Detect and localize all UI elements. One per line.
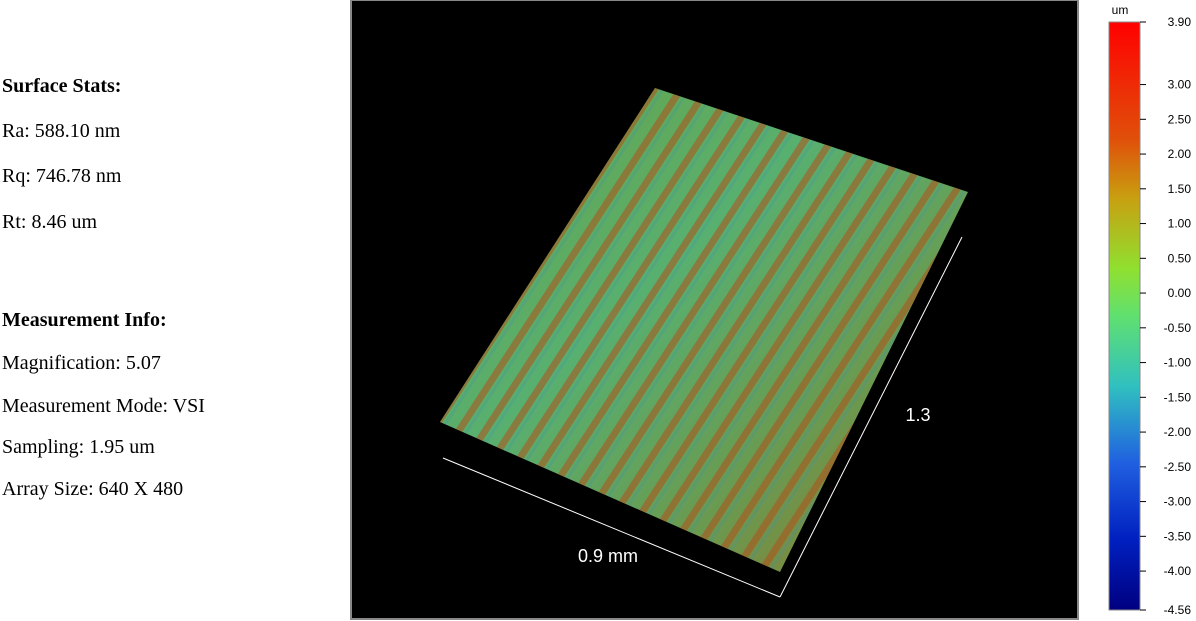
- colorbar-tick-label: -1.00: [1164, 356, 1192, 370]
- colorbar-tick-label: -2.50: [1164, 460, 1192, 474]
- colorbar-tick-label: -3.00: [1164, 495, 1192, 509]
- y-axis-label: 1.3: [905, 405, 930, 425]
- surface-ridges: [440, 88, 968, 572]
- colorbar-tick-label: 3.90: [1168, 15, 1192, 29]
- colorbar-tick-label: -4.56: [1164, 603, 1192, 617]
- info-line: Sampling: 1.95 um: [2, 436, 155, 458]
- colorbar-tick-label: -3.50: [1164, 529, 1192, 543]
- info-line: Magnification: 5.07: [2, 352, 161, 374]
- section-title: Measurement Info:: [2, 309, 167, 331]
- colorbar-tick-label: -2.00: [1164, 425, 1192, 439]
- x-axis-label: 0.9 mm: [578, 546, 638, 566]
- section-title: Surface Stats:: [2, 75, 122, 97]
- colorbar-tick-label: -1.50: [1164, 390, 1192, 404]
- x-axis: [442, 457, 781, 598]
- colorbar-tick-label: 1.00: [1168, 217, 1192, 231]
- info-line: Rt: 8.46 um: [2, 211, 98, 233]
- info-line: Measurement Mode: VSI: [2, 395, 205, 417]
- colorbar-tick-label: 0.50: [1168, 251, 1192, 265]
- info-line: Rq: 746.78 nm: [2, 165, 122, 187]
- colorbar-tick-label: 1.50: [1168, 182, 1192, 196]
- colorbar-unit: um: [1112, 3, 1129, 17]
- colorbar-tick-label: 3.00: [1168, 78, 1192, 92]
- colorbar: [1108, 21, 1141, 611]
- colorbar-tick-label: 2.00: [1168, 147, 1192, 161]
- colorbar-tick-label: 0.00: [1168, 286, 1192, 300]
- colorbar-tick-label: -4.00: [1164, 564, 1192, 578]
- colorbar-tick-label: -0.50: [1164, 321, 1192, 335]
- colorbar-tick-label: 2.50: [1168, 112, 1192, 126]
- y-axis: [779, 236, 963, 598]
- info-line: Ra: 588.10 nm: [2, 120, 121, 142]
- info-line: Array Size: 640 X 480: [2, 478, 184, 500]
